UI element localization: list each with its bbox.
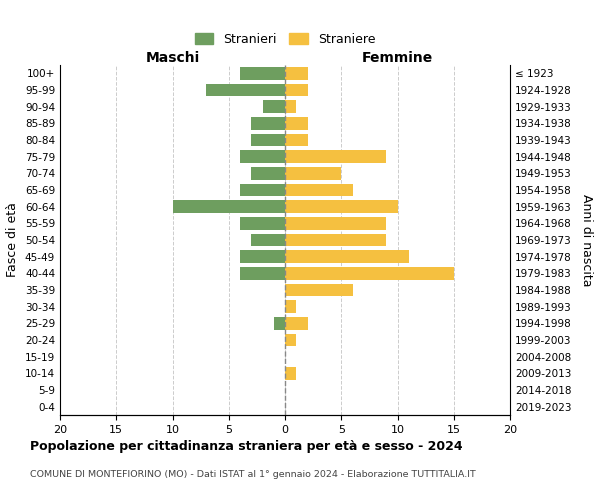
- Bar: [206, 84, 285, 96]
- Bar: [285, 217, 386, 230]
- Bar: [285, 167, 341, 179]
- Y-axis label: Anni di nascita: Anni di nascita: [580, 194, 593, 286]
- Bar: [285, 134, 308, 146]
- Bar: [240, 67, 285, 80]
- Bar: [285, 367, 296, 380]
- Bar: [285, 284, 353, 296]
- Bar: [285, 117, 308, 130]
- Bar: [285, 267, 454, 280]
- Bar: [251, 134, 285, 146]
- Text: Femmine: Femmine: [362, 51, 433, 65]
- Bar: [240, 150, 285, 163]
- Bar: [251, 234, 285, 246]
- Bar: [173, 200, 285, 213]
- Bar: [251, 167, 285, 179]
- Text: COMUNE DI MONTEFIORINO (MO) - Dati ISTAT al 1° gennaio 2024 - Elaborazione TUTTI: COMUNE DI MONTEFIORINO (MO) - Dati ISTAT…: [30, 470, 476, 479]
- Bar: [285, 184, 353, 196]
- Bar: [285, 300, 296, 313]
- Bar: [274, 317, 285, 330]
- Bar: [285, 334, 296, 346]
- Bar: [285, 67, 308, 80]
- Text: Popolazione per cittadinanza straniera per età e sesso - 2024: Popolazione per cittadinanza straniera p…: [30, 440, 463, 453]
- Bar: [240, 184, 285, 196]
- Bar: [285, 100, 296, 113]
- Bar: [285, 150, 386, 163]
- Y-axis label: Fasce di età: Fasce di età: [7, 202, 19, 278]
- Bar: [285, 317, 308, 330]
- Bar: [240, 250, 285, 263]
- Bar: [263, 100, 285, 113]
- Legend: Stranieri, Straniere: Stranieri, Straniere: [191, 29, 379, 50]
- Bar: [240, 267, 285, 280]
- Bar: [285, 250, 409, 263]
- Bar: [251, 117, 285, 130]
- Text: Maschi: Maschi: [145, 51, 200, 65]
- Bar: [285, 234, 386, 246]
- Bar: [285, 84, 308, 96]
- Bar: [240, 217, 285, 230]
- Bar: [285, 200, 398, 213]
